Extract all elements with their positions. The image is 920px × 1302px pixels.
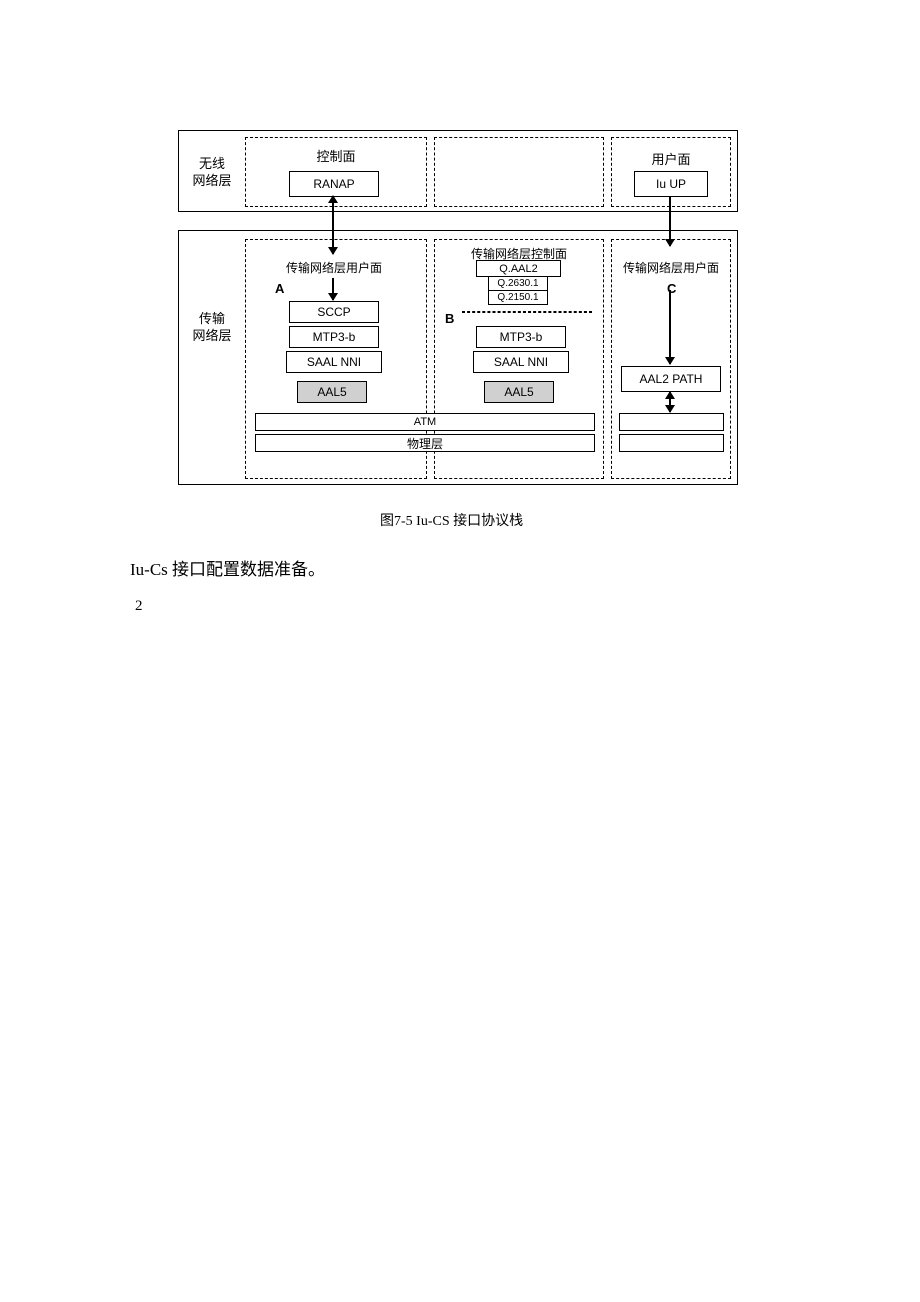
empty-top-box [434,137,604,207]
aal5-b-box: AAL5 [484,381,554,403]
ranap-box: RANAP [289,171,379,197]
phys-box: 物理层 [255,434,595,452]
arrow-ranap [332,196,334,254]
sccp-box: SCCP [289,301,379,323]
row2-label: 传输 网络层 [187,311,237,345]
col-a-title: 传输网络层用户面 [259,259,409,276]
arrow-aal2path [669,392,671,412]
arrow-a-inner [332,278,334,300]
inner-dash-b [462,311,592,313]
letter-a: A [275,281,284,296]
atm-box: ATM [255,413,595,431]
arrow-c-down [669,290,671,364]
control-plane-label: 控制面 [245,146,427,165]
radio-network-layer-row: 无线 网络层 控制面 用户面 RANAP Iu UP [178,130,738,212]
page-number: 2 [135,598,143,615]
mtp3b-b-box: MTP3-b [476,326,566,348]
qaal2-box: Q.AAL2 [476,260,561,277]
right-span-1 [619,413,724,431]
aal2path-box: AAL2 PATH [621,366,721,392]
row1-label: 无线 网络层 [187,156,237,190]
saalnni-b-box: SAAL NNI [473,351,569,373]
iuup-box: Iu UP [634,171,708,197]
q26301-box: Q.2630.1 [488,277,548,291]
saalnni-a-box: SAAL NNI [286,351,382,373]
col-c-title: 传输网络层用户面 [611,259,731,276]
q21501-box: Q.2150.1 [488,291,548,305]
protocol-stack-diagram: 无线 网络层 控制面 用户面 RANAP Iu UP 传输 网络层 传输网络层用… [178,130,738,490]
letter-b: B [445,311,454,326]
transport-network-layer-row: 传输 网络层 传输网络层用户面 A SCCP MTP3-b SAAL NNI A… [178,230,738,485]
arrow-c-top [669,196,671,246]
figure-caption: 图7-5 Iu-CS 接口协议栈 [380,510,523,530]
mtp3b-a-box: MTP3-b [289,326,379,348]
right-span-2 [619,434,724,452]
body-text: Iu-Cs 接口配置数据准备。 [130,555,325,580]
user-plane-label: 用户面 [611,149,731,168]
aal5-a-box: AAL5 [297,381,367,403]
